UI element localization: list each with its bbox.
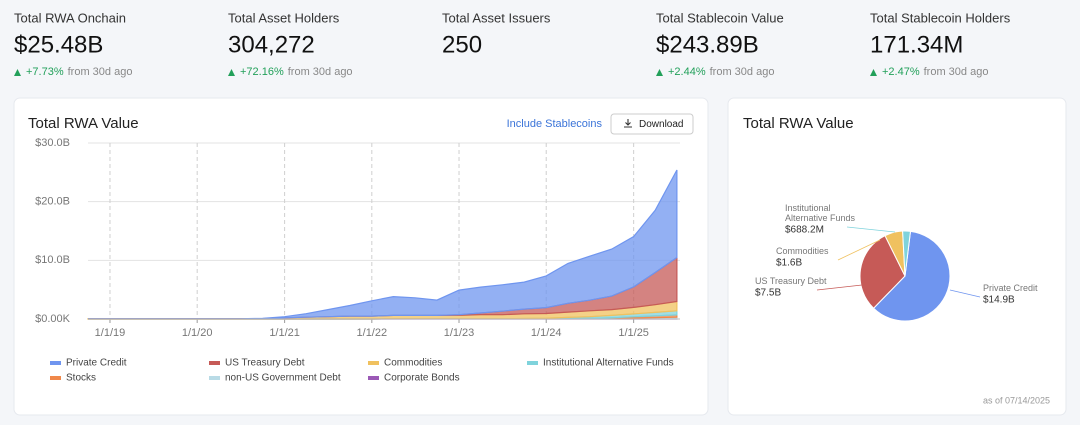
download-button[interactable]: [610, 113, 694, 135]
as-of-date: as of 07/14/2025: [983, 395, 1050, 405]
legend-swatch: [527, 361, 538, 365]
leader-line: [816, 284, 863, 291]
pie-label-box: Private Credit: [983, 283, 1038, 293]
pie-value-label: $7.5B: [755, 288, 781, 299]
stat-value: 250: [442, 31, 482, 58]
stat-change: +7.73%: [26, 66, 64, 78]
legend-label: Stocks: [66, 373, 96, 384]
pie-label: Institutional Alternative Funds: [785, 203, 856, 223]
pie-label: US Treasury Debt: [755, 276, 827, 286]
pie-slice: [872, 230, 951, 322]
stat-period: from 30d ago: [68, 66, 133, 78]
up-arrow: [870, 69, 877, 76]
legend-label: US Treasury Debt: [225, 358, 305, 369]
pie-slice: [902, 230, 912, 277]
x-tick-label: 1/1/19: [95, 327, 126, 339]
legend-swatch: [209, 361, 220, 365]
x-tick-label: 1/1/20: [182, 327, 213, 339]
up-arrow: [228, 69, 235, 76]
pie-value-label: $1.6B: [776, 258, 802, 269]
y-tick-label: $30.0B: [35, 137, 70, 149]
y-tick-label: $20.0B: [35, 196, 70, 208]
legend-swatch: [209, 376, 220, 380]
legend-swatch: [368, 361, 379, 365]
x-tick-label: 1/1/24: [531, 327, 562, 339]
legend-label: Private Credit: [66, 358, 127, 369]
stat-value: $25.48B: [14, 31, 103, 58]
chart-title: Total RWA Value: [743, 115, 854, 132]
legend-swatch: [50, 361, 61, 365]
x-tick-label: 1/1/22: [357, 327, 388, 339]
stat-change: +72.16%: [240, 66, 284, 78]
stat-period: from 30d ago: [288, 66, 353, 78]
y-tick-label: $0.00K: [35, 313, 71, 325]
x-tick-label: 1/1/25: [618, 327, 649, 339]
y-tick-label: $10.0B: [35, 254, 70, 266]
stat-period: from 30d ago: [710, 66, 775, 78]
x-tick-label: 1/1/23: [444, 327, 475, 339]
stat-period: from 30d ago: [924, 66, 989, 78]
pie-label: Private Credit: [983, 283, 1038, 293]
legend-label: Corporate Bonds: [384, 373, 460, 384]
legend-label: Institutional Alternative Funds: [543, 358, 674, 369]
legend-swatch: [368, 376, 379, 380]
stat-label: Total Asset Issuers: [442, 10, 551, 25]
pie-label-box: US Treasury Debt: [755, 276, 827, 286]
download-label[interactable]: Download: [639, 119, 683, 130]
area: [88, 169, 678, 320]
leader-line: [949, 289, 981, 298]
stat-change: +2.44%: [668, 66, 706, 78]
stablecoin-toggle[interactable]: Include Stablecoins: [507, 118, 603, 130]
download-icon: [624, 119, 632, 128]
pie-label-box: Institutional Alternative Funds: [785, 203, 856, 223]
stat-change: +2.47%: [882, 66, 920, 78]
chart-title: Total RWA Value: [28, 115, 139, 132]
stat-label: Total Stablecoin Value: [656, 10, 784, 25]
stat-value: 171.34M: [870, 31, 963, 58]
pie-label-box: Commodities: [776, 246, 829, 256]
stat-value: 304,272: [228, 31, 315, 58]
up-arrow: [656, 69, 663, 76]
leader-line: [846, 226, 896, 233]
pie-value-label: $14.9B: [983, 295, 1015, 306]
area-card: [13, 97, 709, 416]
legend-label: Commodities: [384, 358, 442, 369]
x-tick-label: 1/1/21: [269, 327, 300, 339]
pie-label: Commodities: [776, 246, 829, 256]
legend-swatch: [50, 376, 61, 380]
stat-label: Total Stablecoin Holders: [870, 10, 1011, 25]
leader-line: [837, 239, 881, 261]
stat-label: Total Asset Holders: [228, 10, 340, 25]
stat-value: $243.89B: [656, 31, 759, 58]
pie-value-label: $688.2M: [785, 225, 824, 236]
up-arrow: [14, 69, 21, 76]
stat-label: Total RWA Onchain: [14, 10, 126, 25]
legend-label: non-US Government Debt: [225, 373, 341, 384]
